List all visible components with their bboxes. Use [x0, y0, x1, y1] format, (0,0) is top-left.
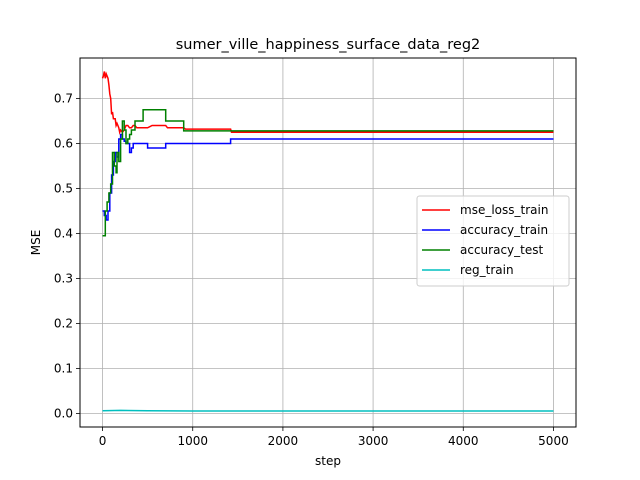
y-tick-label: 0.1 — [54, 362, 73, 376]
legend-label-reg_train: reg_train — [460, 263, 514, 277]
series-lines — [101, 71, 554, 412]
legend-label-accuracy_test: accuracy_test — [460, 243, 543, 257]
y-axis-ticks: 0.0 0.1 0.2 0.3 0.4 0.5 0.6 0.7 — [54, 92, 80, 421]
legend-label-accuracy_train: accuracy_train — [460, 223, 548, 237]
x-tick-label: 3000 — [358, 434, 389, 448]
y-tick-label: 0.4 — [54, 227, 73, 241]
plot-frame — [79, 57, 577, 428]
y-tick-label: 0.3 — [54, 272, 73, 286]
y-tick-label: 0.5 — [54, 182, 73, 196]
y-tick-label: 0.6 — [54, 137, 73, 151]
series-line-accuracy_test — [102, 109, 554, 237]
x-tick-label: 2000 — [268, 434, 299, 448]
chart-title: sumer_ville_happiness_surface_data_reg2 — [176, 37, 481, 53]
series-line-reg_train — [102, 409, 554, 412]
y-tick-label: 0.0 — [54, 407, 73, 421]
x-axis-label: step — [315, 454, 341, 468]
legend: mse_loss_train accuracy_train accuracy_tes… — [416, 195, 570, 287]
x-axis-ticks: 0 1000 2000 3000 4000 5000 — [99, 427, 569, 448]
x-tick-label: 4000 — [448, 434, 479, 448]
y-tick-label: 0.2 — [54, 317, 73, 331]
series-line-mse_loss_train — [101, 71, 554, 135]
series-line-accuracy_train — [102, 133, 554, 221]
legend-box — [416, 195, 570, 287]
x-tick-label: 5000 — [538, 434, 569, 448]
legend-label-mse_loss_train: mse_loss_train — [460, 203, 548, 217]
y-tick-label: 0.7 — [54, 92, 73, 106]
x-tick-label: 1000 — [177, 434, 208, 448]
x-tick-label: 0 — [99, 434, 107, 448]
y-axis-label: MSE — [29, 230, 43, 256]
